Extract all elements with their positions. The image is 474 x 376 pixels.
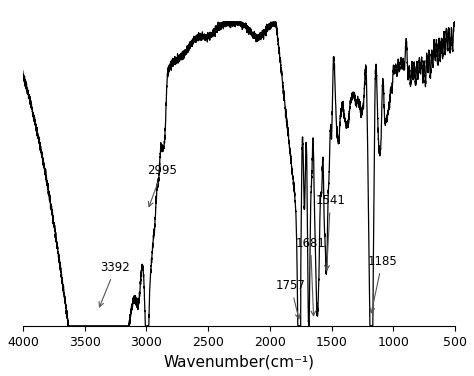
- Text: 1757: 1757: [276, 279, 306, 319]
- Text: 2995: 2995: [147, 164, 177, 207]
- Text: 1185: 1185: [367, 255, 397, 313]
- X-axis label: Wavenumber(cm⁻¹): Wavenumber(cm⁻¹): [164, 354, 314, 369]
- Text: 1681: 1681: [296, 237, 326, 316]
- Text: 1541: 1541: [315, 194, 345, 270]
- Text: 3392: 3392: [99, 261, 130, 307]
